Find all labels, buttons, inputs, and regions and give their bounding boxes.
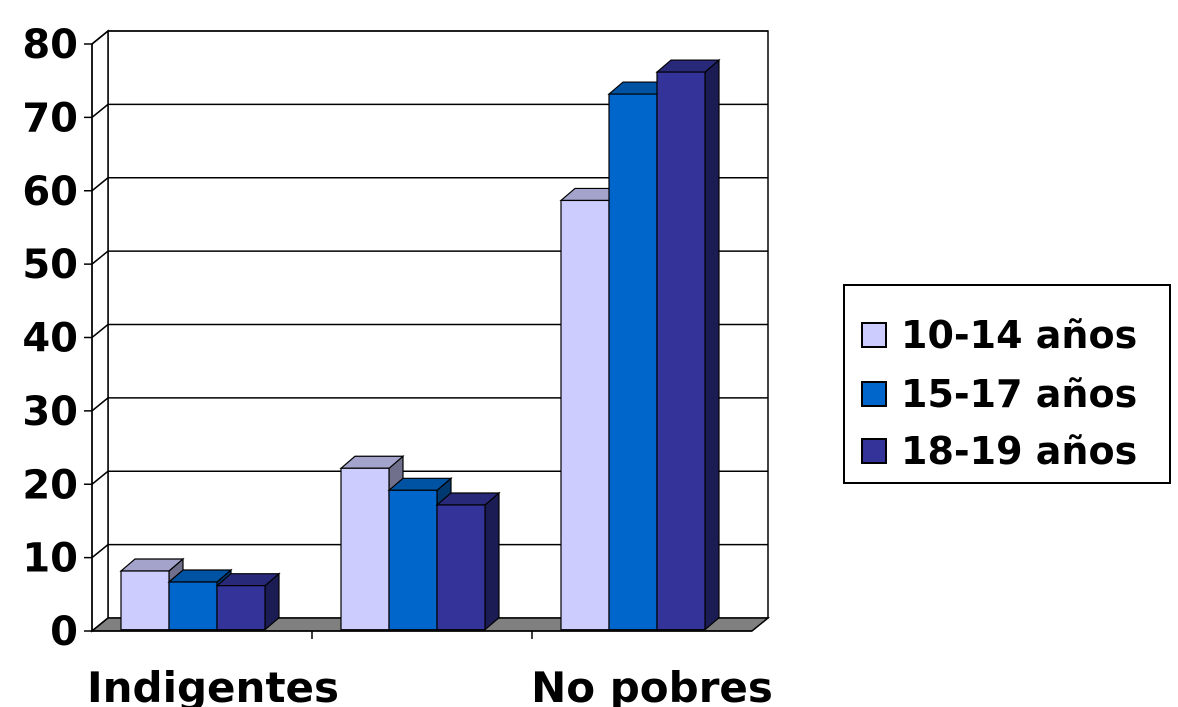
gridline-side <box>91 544 109 559</box>
legend-label-1: 10-14 años <box>901 313 1138 357</box>
legend-swatch-3 <box>861 438 887 464</box>
y-tick-label: 40 <box>22 316 78 362</box>
x-category-label: Indigentes <box>87 663 339 707</box>
y-tick-label: 70 <box>22 95 78 141</box>
x-category-label: No pobres <box>531 663 773 707</box>
bar <box>215 572 281 632</box>
legend: 10-14 años 15-17 años 18-19 años <box>843 284 1171 484</box>
gridline-side <box>91 323 109 339</box>
gridline-side <box>91 250 109 265</box>
gridline-side <box>91 397 109 412</box>
y-tick-label: 50 <box>22 242 78 288</box>
bar <box>435 491 501 632</box>
legend-item: 15-17 años <box>861 369 1137 419</box>
legend-item: 18-19 años <box>861 426 1137 476</box>
y-tick-label: 0 <box>50 609 78 655</box>
y-tick-label: 80 <box>22 22 78 68</box>
legend-item: 10-14 años <box>861 310 1137 360</box>
legend-swatch-2 <box>861 381 887 407</box>
y-tick-label: 60 <box>22 169 78 215</box>
legend-swatch-1 <box>861 322 887 348</box>
y-tick-labels: 0 10 20 30 40 50 60 70 80 <box>22 22 78 655</box>
y-tick-label: 20 <box>22 462 78 508</box>
legend-label-2: 15-17 años <box>901 372 1138 416</box>
gridline-side <box>91 103 109 118</box>
y-tick-label: 30 <box>22 389 78 435</box>
y-axis <box>84 43 752 639</box>
x-category-labels: Indigentes No pobres <box>87 663 773 707</box>
bars <box>119 58 721 632</box>
y-tick-label: 10 <box>22 536 78 582</box>
gridline-side <box>91 30 109 45</box>
gridline-side <box>91 177 109 192</box>
bar <box>655 58 721 632</box>
legend-label-3: 18-19 años <box>901 429 1138 473</box>
gridline-side <box>91 470 109 485</box>
